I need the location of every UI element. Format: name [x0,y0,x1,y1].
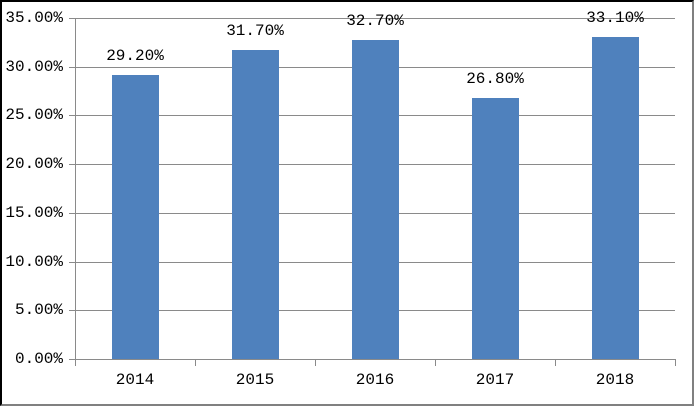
bar-2015 [232,50,279,359]
x-axis-tick [675,359,676,366]
y-axis-tick-label: 25.00% [5,106,63,124]
x-axis-category-label: 2018 [595,371,635,389]
data-label-2016: 32.70% [346,12,404,30]
y-axis-tick [69,67,75,68]
y-axis-tick [69,18,75,19]
data-label-2015: 31.70% [226,22,284,40]
bar-2017 [472,98,519,359]
data-label-2017: 26.80% [466,70,524,88]
x-axis-tick [435,359,436,366]
data-label-2018: 33.10% [586,9,644,27]
y-axis-tick-label: 20.00% [5,155,63,173]
y-axis-tick-label: 35.00% [5,9,63,27]
y-axis-tick [69,262,75,263]
bar-2016 [352,40,399,359]
x-axis-tick [195,359,196,366]
x-axis-tick [555,359,556,366]
y-axis-tick [69,164,75,165]
y-axis-tick-label: 0.00% [14,350,63,368]
y-axis-tick-label: 30.00% [5,58,63,76]
y-axis-tick [69,310,75,311]
gridline [75,18,675,19]
bar-2018 [592,37,639,359]
y-axis-tick [69,115,75,116]
x-axis-category-label: 2017 [475,371,515,389]
x-axis-tick [75,359,76,366]
y-axis-tick-label: 10.00% [5,253,63,271]
y-axis-tick-label: 5.00% [14,301,63,319]
x-axis-category-label: 2016 [355,371,395,389]
y-axis-line [75,18,76,360]
bar-2014 [112,75,159,359]
x-axis-tick [315,359,316,366]
x-axis-category-label: 2015 [235,371,275,389]
y-axis-tick [69,359,75,360]
y-axis-tick-label: 15.00% [5,204,63,222]
y-axis-tick [69,213,75,214]
x-axis-category-label: 2014 [115,371,155,389]
x-axis-line [75,359,676,360]
data-label-2014: 29.20% [106,47,164,65]
